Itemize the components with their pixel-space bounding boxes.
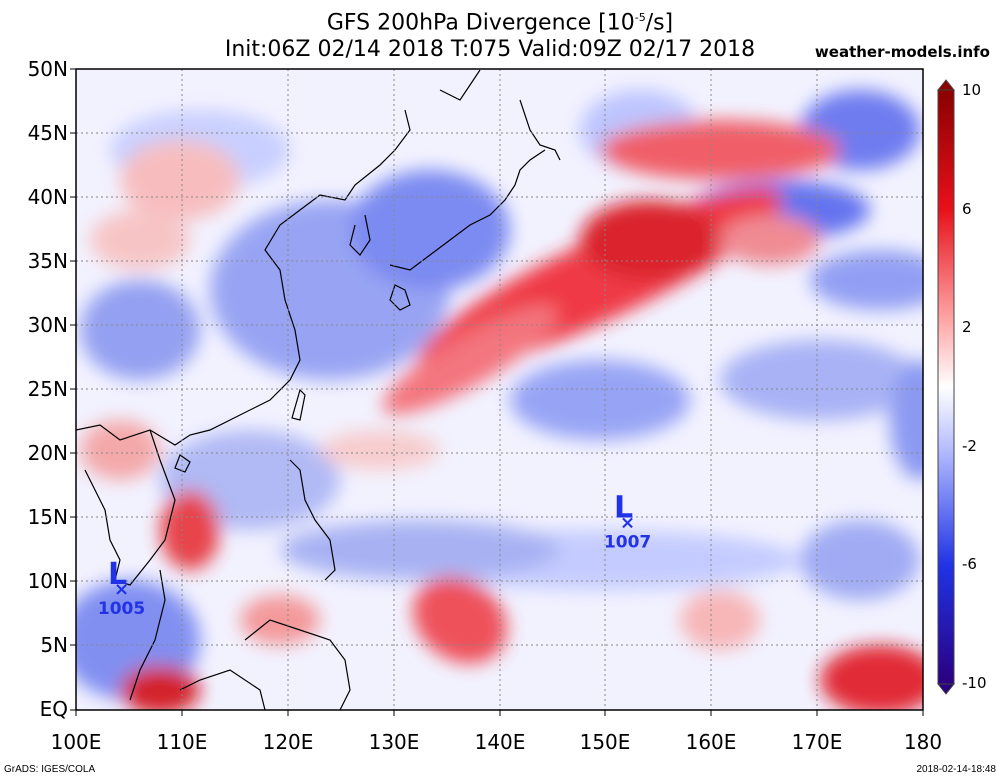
lat-label-45n: 45N bbox=[27, 121, 68, 145]
colorbar-label-neg10: -10 bbox=[962, 674, 987, 692]
lat-label-35n: 35N bbox=[27, 249, 68, 273]
low-marker: L×1007 bbox=[604, 491, 651, 553]
low-center-mark: × bbox=[114, 579, 129, 600]
colorbar-label-neg6: -6 bbox=[962, 555, 977, 573]
footer-timestamp: 2018-02-14-18:48 bbox=[916, 764, 996, 775]
map-title: GFS 200hPa Divergence [10-5/s] bbox=[326, 10, 674, 36]
map-subtitle: Init:06Z 02/14 2018 T:075 Valid:09Z 02/1… bbox=[224, 37, 756, 62]
lat-label-25n: 25N bbox=[27, 377, 68, 401]
lon-label-160e: 160E bbox=[685, 730, 737, 754]
lon-label-100e: 100E bbox=[50, 730, 102, 754]
lon-label-150e: 150E bbox=[579, 730, 631, 754]
colorbar-label-neg2: -2 bbox=[962, 437, 977, 455]
footer-credit: GrADS: IGES/COLA bbox=[4, 764, 96, 775]
lon-label-140e: 140E bbox=[474, 730, 526, 754]
colorbar bbox=[936, 79, 956, 695]
lon-label-180: 180 bbox=[903, 730, 943, 754]
site-credit: weather-models.info bbox=[814, 43, 990, 61]
lat-label-30n: 30N bbox=[27, 313, 68, 337]
colorbar-label-10: 10 bbox=[962, 81, 982, 99]
low-letter: L bbox=[614, 491, 633, 526]
lat-label-40n: 40N bbox=[27, 185, 68, 209]
low-center-mark: × bbox=[620, 513, 635, 534]
low-letter: L bbox=[108, 557, 127, 592]
grid bbox=[76, 69, 923, 710]
lat-label-eq: EQ bbox=[39, 697, 68, 721]
lon-label-170e: 170E bbox=[791, 730, 843, 754]
lon-label-120e: 120E bbox=[262, 730, 314, 754]
lat-label-5n: 5N bbox=[40, 633, 68, 657]
low-pressure-value: 1005 bbox=[98, 599, 145, 619]
lat-label-20n: 20N bbox=[27, 441, 68, 465]
low-marker: L×1005 bbox=[98, 557, 145, 619]
axis-ticks bbox=[70, 68, 924, 716]
low-pressure-value: 1007 bbox=[604, 533, 651, 553]
lat-label-50n: 50N bbox=[27, 57, 68, 81]
lon-label-130e: 130E bbox=[368, 730, 420, 754]
lat-label-10n: 10N bbox=[27, 569, 68, 593]
lat-label-15n: 15N bbox=[27, 505, 68, 529]
colorbar-label-2: 2 bbox=[962, 318, 972, 336]
coastlines bbox=[76, 69, 561, 710]
lon-label-110e: 110E bbox=[156, 730, 208, 754]
colorbar-label-6: 6 bbox=[962, 200, 972, 218]
